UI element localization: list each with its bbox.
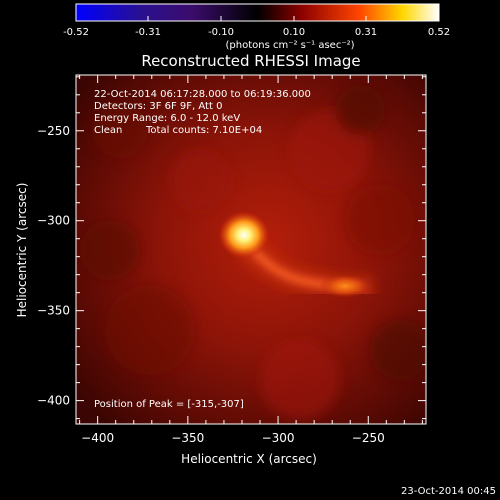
colorbar-tick-label: -0.52 xyxy=(63,27,89,38)
y-tick-label: −400 xyxy=(37,394,70,408)
x-tick-label: −300 xyxy=(262,431,295,445)
y-tick-label: −300 xyxy=(37,214,70,228)
info-energy-range: Energy Range: 6.0 - 12.0 keV xyxy=(94,113,240,124)
colorbar: -0.52 -0.31 -0.10 0.10 0.31 0.52 (photon… xyxy=(63,3,450,51)
info-total-counts: Total counts: 7.10E+04 xyxy=(145,125,262,136)
info-peak-position: Position of Peak = [-315,-307] xyxy=(94,399,244,410)
colorbar-units: (photons cm⁻² s⁻¹ asec⁻²) xyxy=(225,40,354,51)
y-tick-label: −250 xyxy=(37,124,70,138)
rhessi-image xyxy=(76,75,426,424)
colorbar-tick-label: 0.52 xyxy=(428,27,450,38)
plot-title: Reconstructed RHESSI Image xyxy=(141,52,360,70)
x-axis: −400 −350 −300 −250 xyxy=(79,75,423,445)
info-algorithm: Clean xyxy=(94,125,122,136)
colorbar-ticks xyxy=(75,16,440,21)
colorbar-tick-label: 0.10 xyxy=(283,27,305,38)
colorbar-tick-label: 0.31 xyxy=(355,27,377,38)
plot-frame xyxy=(75,74,427,425)
colorbar-gradient xyxy=(75,3,440,22)
y-axis: −250 −300 −350 −400 xyxy=(37,76,426,420)
colorbar-tick-label: -0.31 xyxy=(135,27,161,38)
colorbar-tick-label: -0.10 xyxy=(208,27,234,38)
footer-date: 23-Oct-2014 00:45 xyxy=(401,486,496,497)
y-tick-label: −350 xyxy=(37,304,70,318)
x-tick-label: −400 xyxy=(81,431,114,445)
info-time-range: 22-Oct-2014 06:17:28.000 to 06:19:36.000 xyxy=(94,89,311,100)
x-axis-label: Heliocentric X (arcsec) xyxy=(181,452,317,466)
x-tick-label: −350 xyxy=(171,431,204,445)
y-axis-label: Heliocentric Y (arcsec) xyxy=(15,183,29,318)
info-detectors: Detectors: 3F 6F 9F, Att 0 xyxy=(94,101,222,112)
x-tick-label: −250 xyxy=(352,431,385,445)
